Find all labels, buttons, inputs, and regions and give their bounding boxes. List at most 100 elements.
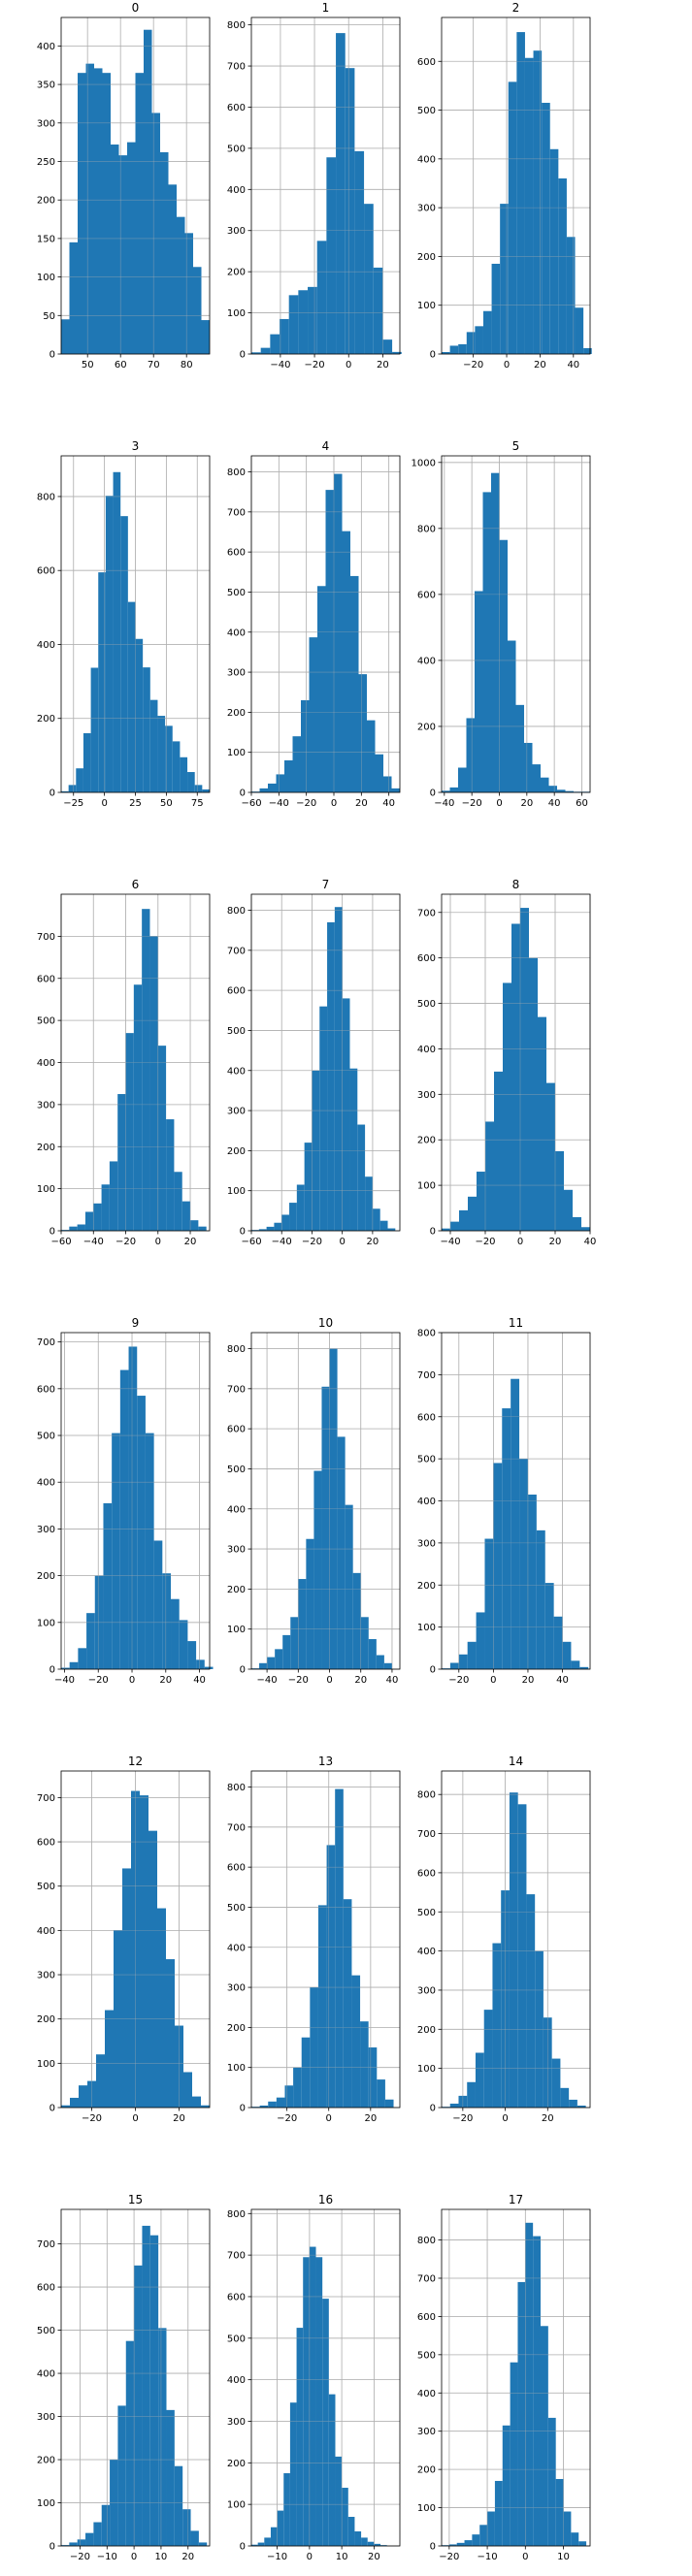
y-tick-label: 100 <box>417 1623 436 1633</box>
histogram-bar <box>581 1227 590 1231</box>
x-tick-label: 20 <box>184 1237 197 1247</box>
histogram-bar <box>328 2394 336 2546</box>
histogram-bar <box>466 332 476 354</box>
histogram-bar <box>266 1226 275 1231</box>
y-tick-label: 300 <box>37 1100 55 1111</box>
histogram-bar <box>157 1908 166 2108</box>
y-tick-label: 400 <box>227 628 246 638</box>
y-tick-label: 600 <box>227 1863 246 1874</box>
histogram-bar <box>193 267 202 354</box>
histogram-bar <box>467 2081 476 2108</box>
x-tick-label: 80 <box>181 360 193 370</box>
y-tick-label: 400 <box>37 1926 55 1937</box>
histogram-bar <box>326 1845 336 2108</box>
histogram-bar <box>491 263 501 354</box>
y-tick-label: 100 <box>227 308 246 319</box>
histogram-bar <box>201 320 210 354</box>
x-tick-label: 0 <box>131 2552 137 2562</box>
y-tick-label: 1000 <box>412 458 436 468</box>
x-tick-label: 20 <box>534 360 546 370</box>
x-tick-label: 60 <box>576 798 588 809</box>
y-tick-label: 300 <box>227 1107 246 1117</box>
histogram-bar <box>168 184 177 354</box>
histogram-bar <box>251 1668 260 1669</box>
histogram-bar <box>442 1228 450 1231</box>
histogram-bar <box>342 2488 348 2546</box>
y-tick-label: 500 <box>417 2350 436 2361</box>
histogram-bar <box>476 1612 485 1669</box>
histogram-bar <box>449 345 459 354</box>
histogram-bar <box>555 2478 564 2546</box>
histogram-bar <box>508 81 517 355</box>
y-tick-label: 300 <box>417 1538 436 1549</box>
y-tick-label: 150 <box>37 234 55 244</box>
x-tick-label: 50 <box>82 360 94 370</box>
y-tick-label: 50 <box>43 311 55 322</box>
y-tick-label: 200 <box>227 708 246 719</box>
x-tick-label: 0 <box>326 1675 332 1686</box>
histogram-bar <box>524 57 534 355</box>
histogram-bar <box>549 148 559 354</box>
histogram-bar <box>143 667 150 792</box>
histogram-bar <box>98 572 106 792</box>
y-tick-label: 300 <box>227 1545 246 1556</box>
y-tick-label: 400 <box>37 42 55 52</box>
histogram-bar <box>310 1987 318 2108</box>
histogram-bar <box>555 1150 564 1231</box>
y-tick-label: 100 <box>37 2498 55 2509</box>
histogram-bar <box>350 575 359 792</box>
x-tick-label: 0 <box>490 1675 496 1686</box>
histogram-bar <box>316 241 327 354</box>
histogram-bar <box>196 1659 205 1669</box>
histogram-bar <box>519 1459 528 1669</box>
y-tick-label: 300 <box>37 1971 55 1981</box>
y-tick-label: 300 <box>227 226 246 237</box>
histogram-bar <box>109 1161 118 1231</box>
x-tick-label: 0 <box>339 1237 345 1247</box>
histogram-bar <box>571 2532 579 2546</box>
y-tick-label: 600 <box>37 1838 55 1849</box>
histogram-bar <box>575 307 584 354</box>
y-tick-label: 800 <box>417 2236 436 2246</box>
y-tick-label: 400 <box>417 1947 436 1957</box>
histogram-bar <box>181 1201 191 1231</box>
histogram-bar <box>149 936 158 1231</box>
x-tick-label: −60 <box>241 798 261 809</box>
histogram-bar <box>290 1617 299 1669</box>
histogram-bar <box>84 1211 94 1231</box>
y-tick-label: 200 <box>37 1571 55 1582</box>
y-tick-label: 200 <box>227 1585 246 1595</box>
y-tick-label: 600 <box>417 1412 436 1423</box>
histogram-bar <box>335 2456 343 2546</box>
histogram-bar <box>102 73 111 354</box>
histogram-bar <box>125 2340 135 2546</box>
y-tick-label: 200 <box>227 1146 246 1157</box>
x-tick-label: 0 <box>346 360 351 370</box>
panel-title: 16 <box>318 2193 333 2206</box>
histogram-panel-0: 0 50 60 70 80 0 50 100 150 200 250 300 350 400 <box>37 1 211 370</box>
y-tick-label: 300 <box>227 668 246 679</box>
histogram-bar <box>192 2096 201 2108</box>
histogram-bar <box>380 2545 387 2546</box>
y-tick-label: 100 <box>37 1618 55 1628</box>
x-tick-label: −40 <box>269 798 289 809</box>
x-tick-label: −20 <box>463 360 483 370</box>
x-tick-label: −60 <box>241 1237 261 1247</box>
histogram-bar <box>118 155 127 354</box>
x-tick-label: 20 <box>542 2113 554 2124</box>
histogram-bar <box>293 2067 302 2108</box>
y-tick-label: 700 <box>227 1822 246 1833</box>
histogram-bar <box>479 2525 488 2546</box>
histogram-bar <box>187 772 195 792</box>
x-tick-label: −20 <box>305 360 325 370</box>
histogram-bar <box>343 1899 352 2108</box>
y-tick-label: 0 <box>49 789 55 799</box>
histogram-bar <box>70 2097 79 2108</box>
x-tick-label: −10 <box>267 2552 287 2562</box>
x-tick-label: −25 <box>63 798 83 809</box>
histogram-bar <box>127 601 136 792</box>
x-tick-label: 50 <box>160 798 173 809</box>
histogram-bar <box>487 2511 495 2546</box>
histogram-bar <box>165 725 173 792</box>
histogram-bar <box>69 1226 78 1231</box>
